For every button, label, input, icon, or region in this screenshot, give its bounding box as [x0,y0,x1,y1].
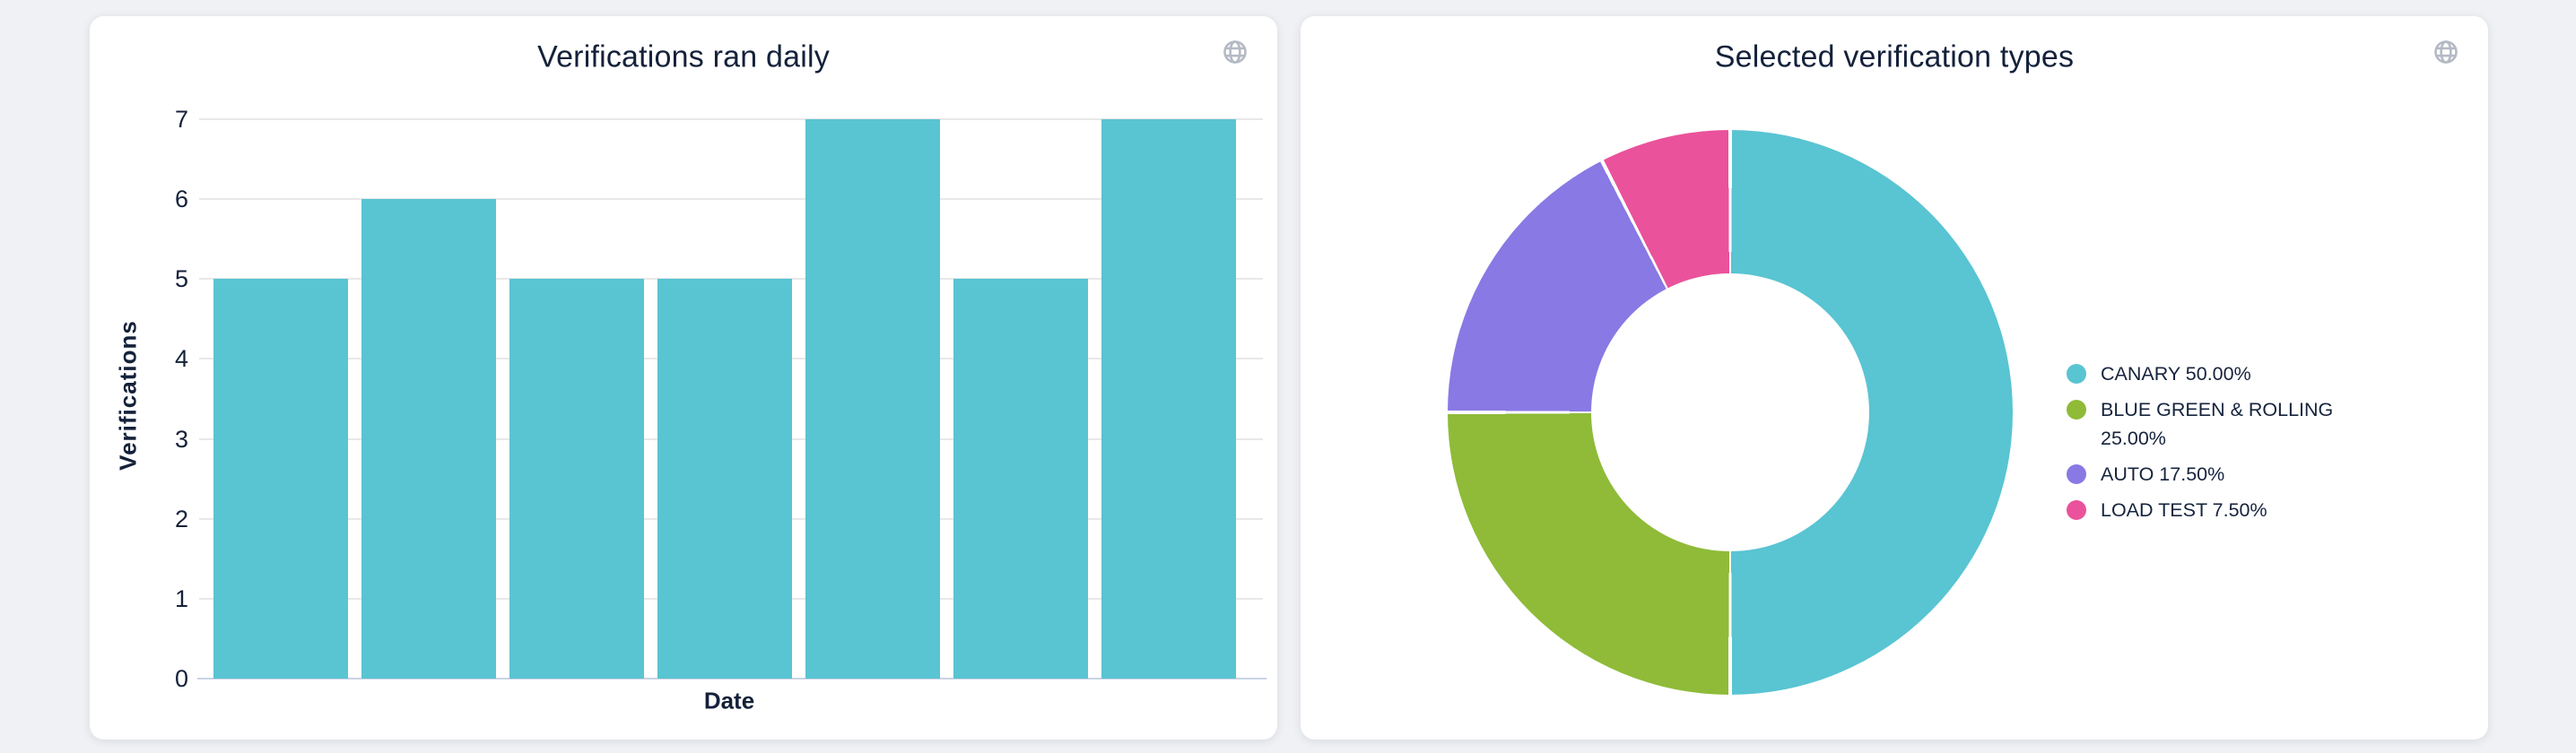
verification-types-card: Selected verification types CANARY 50.00… [1301,16,2488,740]
y-tick-label: 2 [174,505,188,532]
globe-icon[interactable] [1222,39,1249,65]
legend-item[interactable]: AUTO 17.50% [2067,460,2389,489]
card-title: Selected verification types [1714,39,2075,74]
legend-label: CANARY 50.00% [2101,363,2251,385]
legend-label: LOAD TEST 7.50% [2101,499,2267,521]
legend-dot [2067,464,2086,484]
donut-hole [1591,273,1869,551]
verifications-daily-card: Verifications ran daily Verifications Da… [90,16,1277,740]
legend-label: BLUE GREEN & ROLLING 25.00% [2101,399,2334,449]
card-title: Verifications ran daily [537,39,830,74]
y-tick-label: 7 [174,106,188,133]
bar[interactable] [1101,119,1236,679]
y-tick-label: 4 [174,345,188,373]
bar[interactable] [213,279,348,679]
y-tick-label: 5 [174,265,188,293]
bar[interactable] [805,119,940,679]
x-axis-line [197,678,1266,679]
legend-dot [2067,500,2086,520]
bar[interactable] [361,199,496,679]
gridline [199,198,1263,201]
y-tick-label: 1 [174,584,188,612]
x-axis-title: Date [703,687,755,714]
legend-dot [2067,400,2086,420]
legend-dot [2067,364,2086,384]
bar[interactable] [953,279,1088,679]
legend-item[interactable]: CANARY 50.00% [2067,359,2389,388]
y-tick-label: 3 [174,425,188,453]
y-tick-label: 0 [174,665,188,692]
legend-item[interactable]: BLUE GREEN & ROLLING 25.00% [2067,395,2389,453]
bar[interactable] [509,279,644,679]
bar[interactable] [657,279,792,679]
legend-item[interactable]: LOAD TEST 7.50% [2067,496,2389,524]
y-tick-label: 6 [174,186,188,213]
legend-label: AUTO 17.50% [2101,463,2225,485]
donut-legend: CANARY 50.00% BLUE GREEN & ROLLING 25.00%… [2067,359,2389,524]
gridline [199,118,1263,120]
globe-icon[interactable] [2432,39,2459,65]
